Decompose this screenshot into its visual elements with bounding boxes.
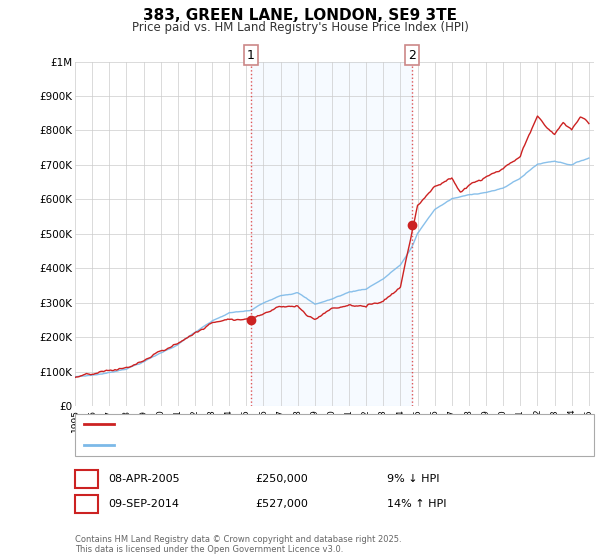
Text: Contains HM Land Registry data © Crown copyright and database right 2025.
This d: Contains HM Land Registry data © Crown c… bbox=[75, 535, 401, 554]
Text: Price paid vs. HM Land Registry's House Price Index (HPI): Price paid vs. HM Land Registry's House … bbox=[131, 21, 469, 34]
Text: 1: 1 bbox=[247, 49, 255, 62]
Text: 9% ↓ HPI: 9% ↓ HPI bbox=[387, 474, 439, 484]
Text: £250,000: £250,000 bbox=[255, 474, 308, 484]
Text: £527,000: £527,000 bbox=[255, 499, 308, 509]
Bar bbox=[251, 62, 412, 406]
Text: 2: 2 bbox=[83, 497, 90, 511]
Text: HPI: Average price, semi-detached house, Greenwich: HPI: Average price, semi-detached house,… bbox=[120, 440, 380, 450]
Text: 2: 2 bbox=[409, 49, 416, 62]
Text: 383, GREEN LANE, LONDON, SE9 3TE: 383, GREEN LANE, LONDON, SE9 3TE bbox=[143, 8, 457, 24]
Text: 1: 1 bbox=[83, 472, 90, 486]
Text: 383, GREEN LANE, LONDON, SE9 3TE (semi-detached house): 383, GREEN LANE, LONDON, SE9 3TE (semi-d… bbox=[120, 419, 419, 430]
Text: 14% ↑ HPI: 14% ↑ HPI bbox=[387, 499, 446, 509]
Text: 09-SEP-2014: 09-SEP-2014 bbox=[108, 499, 179, 509]
Text: 08-APR-2005: 08-APR-2005 bbox=[108, 474, 179, 484]
